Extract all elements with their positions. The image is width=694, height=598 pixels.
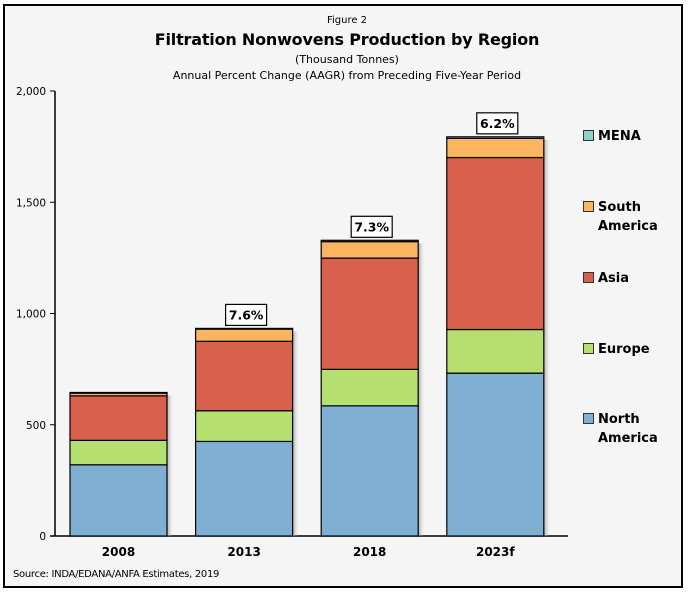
- bar-segment-asia-2018[interactable]: [320, 257, 419, 370]
- bar-segment-mena-2013[interactable]: [195, 327, 294, 330]
- bar-segment-europe-2013[interactable]: [195, 410, 294, 443]
- bar-shadow: [418, 243, 425, 537]
- bar-segment-europe-2008[interactable]: [69, 439, 168, 466]
- legend-item-europe: Europe: [583, 340, 678, 359]
- bar-segment-north-america-2013[interactable]: [195, 440, 294, 537]
- legend-swatch: [583, 201, 594, 212]
- legend-swatch: [583, 130, 594, 141]
- legend-swatch: [583, 343, 594, 354]
- bar-segment-asia-2008[interactable]: [69, 395, 168, 441]
- aagr-label: 7.3%: [354, 219, 389, 234]
- legend-label: MENA: [598, 129, 641, 144]
- bar-segment-south-america-2023f[interactable]: [446, 137, 545, 159]
- x-tick-label: 2008: [102, 545, 135, 559]
- legend-item-mena: MENA: [583, 127, 678, 146]
- bar-shadow: [543, 139, 550, 536]
- legend-swatch: [583, 272, 594, 283]
- aagr-label: 6.2%: [480, 116, 515, 131]
- aagr-label-box: [225, 303, 268, 327]
- legend-label: Europe: [598, 342, 650, 357]
- y-tick-label: 2,000: [16, 86, 46, 98]
- y-tick-label: 1,500: [16, 197, 46, 209]
- legend-label: North America: [598, 412, 658, 446]
- y-tick-label: 1,000: [16, 309, 46, 321]
- aagr-label-box: [476, 112, 519, 135]
- x-tick-label: 2018: [353, 545, 386, 559]
- chart-subtitle-units: (Thousand Tonnes): [295, 53, 399, 66]
- legend-label: Asia: [598, 271, 630, 286]
- chart-title: Filtration Nonwovens Production by Regio…: [154, 30, 540, 49]
- bar-segment-north-america-2018[interactable]: [320, 405, 419, 537]
- aagr-label-box: [350, 215, 393, 238]
- x-tick-label: 2023f: [476, 545, 515, 559]
- bar-segment-mena-2008[interactable]: [69, 391, 168, 394]
- chart-subtitle-aagr: Annual Percent Change (AAGR) from Preced…: [172, 69, 522, 82]
- bar-segment-north-america-2023f[interactable]: [446, 372, 545, 537]
- y-tick-label: 500: [26, 420, 46, 432]
- bar-segment-mena-2023f[interactable]: [446, 136, 545, 139]
- bar-segment-europe-2018[interactable]: [320, 368, 419, 407]
- bar-segment-asia-2013[interactable]: [195, 340, 294, 412]
- source-note: Source: INDA/EDANA/ANFA Estimates, 2019: [13, 569, 220, 580]
- bar-segment-mena-2018[interactable]: [320, 239, 419, 243]
- bar-segment-south-america-2018[interactable]: [320, 241, 419, 259]
- legend-item-north-america: North America: [583, 410, 678, 448]
- bar-segment-north-america-2008[interactable]: [69, 464, 168, 537]
- bar-segment-south-america-2013[interactable]: [195, 328, 294, 342]
- y-tick-label: 0: [39, 531, 46, 543]
- bar-shadow: [292, 331, 299, 536]
- x-tick-label: 2013: [227, 545, 260, 559]
- bar-shadow: [167, 395, 173, 536]
- bar-segment-asia-2023f[interactable]: [446, 156, 545, 331]
- legend-swatch: [583, 413, 594, 424]
- legend-item-south-america: South America: [583, 198, 678, 236]
- figure-label: Figure 2: [326, 15, 368, 26]
- legend-label: South America: [598, 200, 658, 234]
- legend-item-asia: Asia: [583, 269, 678, 288]
- aagr-label: 7.6%: [229, 307, 264, 322]
- bar-segment-europe-2023f[interactable]: [446, 328, 545, 374]
